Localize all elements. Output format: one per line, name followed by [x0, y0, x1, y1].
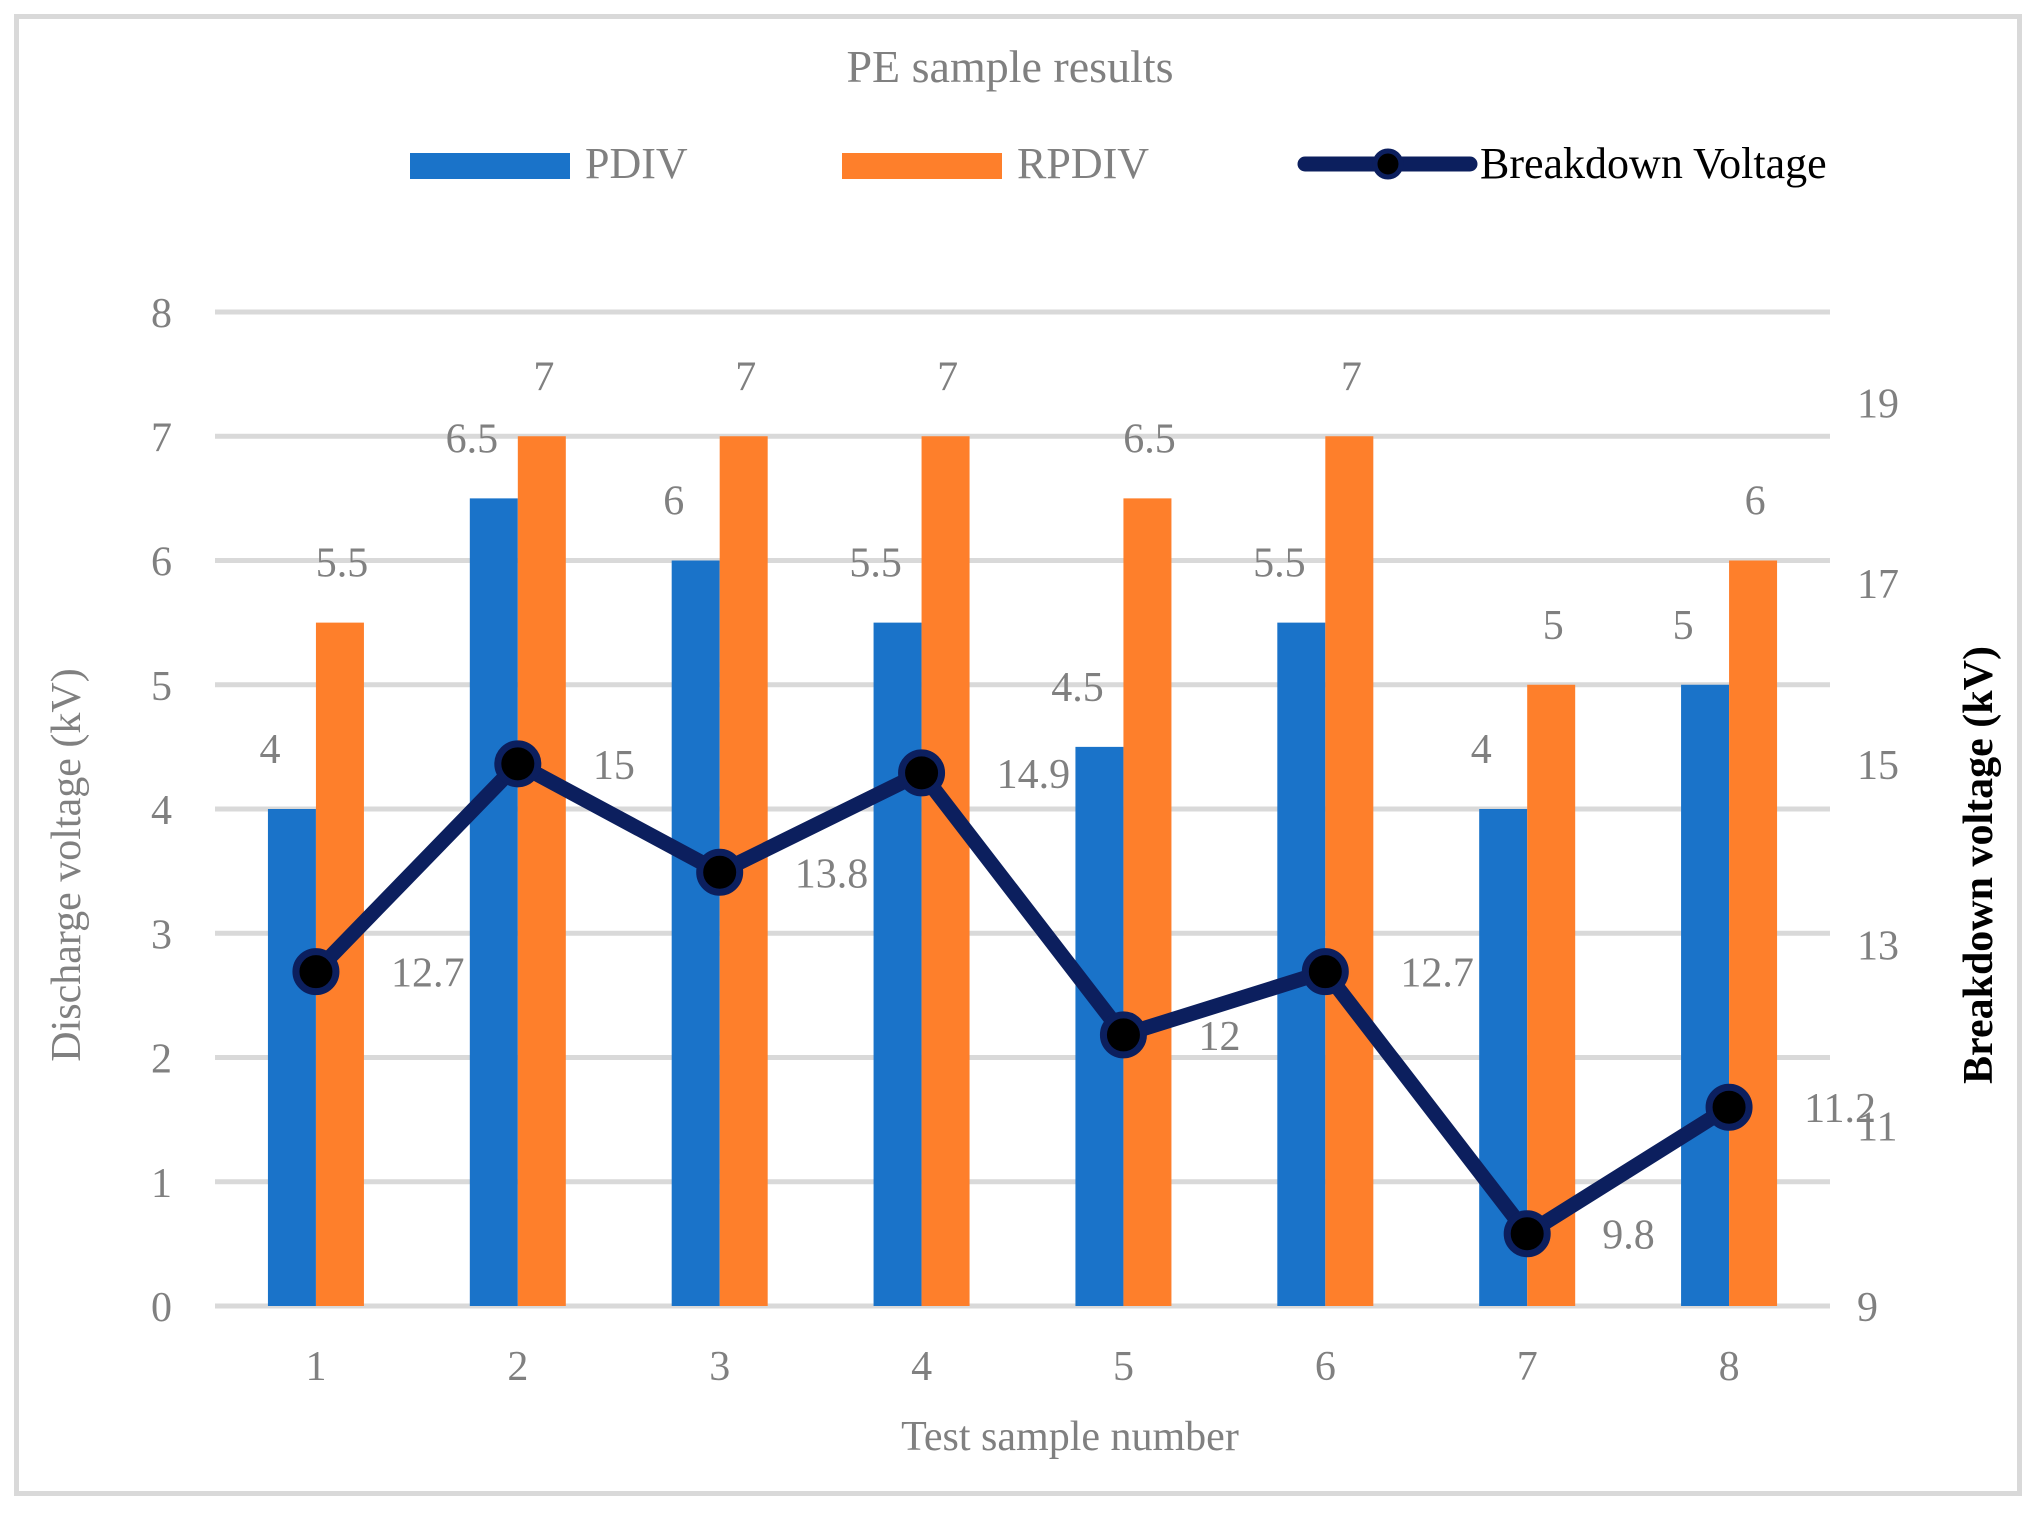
x-tick-label: 8 [1719, 1344, 1740, 1390]
breakdown-data-label: 9.8 [1602, 1213, 1655, 1259]
x-tick-label: 5 [1113, 1344, 1134, 1390]
breakdown-data-label: 13.8 [795, 851, 869, 897]
x-tick-label: 7 [1517, 1344, 1538, 1390]
y2-tick-label: 15 [1857, 743, 1899, 789]
y2-tick-label: 13 [1857, 924, 1899, 970]
pdiv-data-label: 6 [663, 479, 684, 525]
pdiv-data-label: 5 [1673, 603, 1694, 649]
breakdown-data-label: 11.2 [1804, 1086, 1876, 1132]
bar-pdiv [267, 809, 316, 1306]
pdiv-data-label: 4 [259, 727, 280, 773]
x-tick-label: 6 [1315, 1344, 1336, 1390]
breakdown-data-label: 14.9 [997, 752, 1071, 798]
rpdiv-data-label: 7 [1341, 354, 1362, 400]
legend: PDIV RPDIV Breakdown Voltage [410, 139, 1827, 188]
y-tick-label: 6 [151, 540, 172, 586]
y-tick-label: 0 [151, 1285, 172, 1331]
legend-swatch-breakdown-marker [1372, 148, 1404, 180]
pdiv-data-label: 6.5 [446, 416, 499, 462]
bar-pdiv [469, 498, 518, 1306]
breakdown-data-label: 12 [1198, 1014, 1240, 1060]
pdiv-data-label: 4.5 [1051, 665, 1104, 711]
bar-rpdiv [921, 436, 970, 1306]
breakdown-series-line [308, 756, 1737, 1242]
breakdown-marker [292, 948, 340, 996]
breakdown-marker [898, 749, 946, 797]
y-tick-label: 2 [151, 1037, 172, 1083]
bar-pdiv [873, 622, 922, 1306]
x-axis-title: Test sample number [901, 1414, 1239, 1460]
y-tick-label: 4 [151, 788, 172, 834]
y-axis-title: Discharge voltage (kV) [44, 668, 90, 1061]
x-tick-label: 2 [507, 1344, 528, 1390]
y2-axis-title: Breakdown voltage (kV) [1956, 646, 2002, 1084]
y2-tick-label: 17 [1857, 562, 1899, 608]
breakdown-marker [1705, 1083, 1753, 1131]
bar-rpdiv [1325, 436, 1374, 1306]
y-tick-label: 8 [151, 291, 172, 337]
y2-tick-label: 19 [1857, 381, 1899, 427]
breakdown-data-label: 12.7 [391, 951, 465, 997]
y-tick-label: 7 [151, 415, 172, 461]
bar-pdiv [671, 560, 720, 1306]
x-tick-label: 3 [709, 1344, 730, 1390]
bar-pdiv [1681, 684, 1730, 1306]
y-tick-label: 5 [151, 664, 172, 710]
breakdown-marker [696, 848, 744, 896]
rpdiv-data-label: 6 [1745, 479, 1766, 525]
legend-label-breakdown: Breakdown Voltage [1480, 139, 1827, 188]
breakdown-marker [494, 740, 542, 788]
breakdown-marker [1301, 948, 1349, 996]
rpdiv-data-label: 7 [937, 354, 958, 400]
y2-tick-label: 9 [1857, 1285, 1878, 1331]
legend-label-pdiv: PDIV [585, 139, 688, 188]
breakdown-data-label: 15 [593, 743, 635, 789]
breakdown-marker [1503, 1210, 1551, 1258]
breakdown-data-label: 12.7 [1400, 951, 1474, 997]
chart-title: PE sample results [846, 41, 1173, 92]
bar-rpdiv [1729, 560, 1778, 1306]
data-labels: 4 5.5 6.5 7 6 7 5.5 7 4.5 6.5 5.5 7 4 5 5 6 12.7 15 13.8 14… [259, 354, 1876, 1258]
y-tick-label: 3 [151, 912, 172, 958]
breakdown-line [292, 740, 1753, 1258]
y2-tick-label: 11 [1857, 1104, 1897, 1150]
breakdown-marker [1099, 1011, 1147, 1059]
legend-label-rpdiv: RPDIV [1017, 139, 1149, 188]
legend-swatch-pdiv [410, 153, 570, 179]
pdiv-data-label: 5.5 [1253, 541, 1306, 587]
bars [267, 436, 1778, 1306]
rpdiv-data-label: 5 [1543, 603, 1564, 649]
x-tick-label: 4 [911, 1344, 932, 1390]
rpdiv-data-label: 6.5 [1123, 416, 1176, 462]
y-tick-label: 1 [151, 1161, 172, 1207]
rpdiv-data-label: 5.5 [316, 541, 369, 587]
rpdiv-data-label: 7 [735, 354, 756, 400]
pdiv-data-label: 5.5 [849, 541, 902, 587]
pdiv-data-label: 4 [1471, 727, 1492, 773]
rpdiv-data-label: 7 [533, 354, 554, 400]
x-tick-label: 1 [305, 1344, 326, 1390]
legend-swatch-rpdiv [842, 153, 1002, 179]
bar-rpdiv [1123, 498, 1172, 1306]
bar-rpdiv [517, 436, 566, 1306]
